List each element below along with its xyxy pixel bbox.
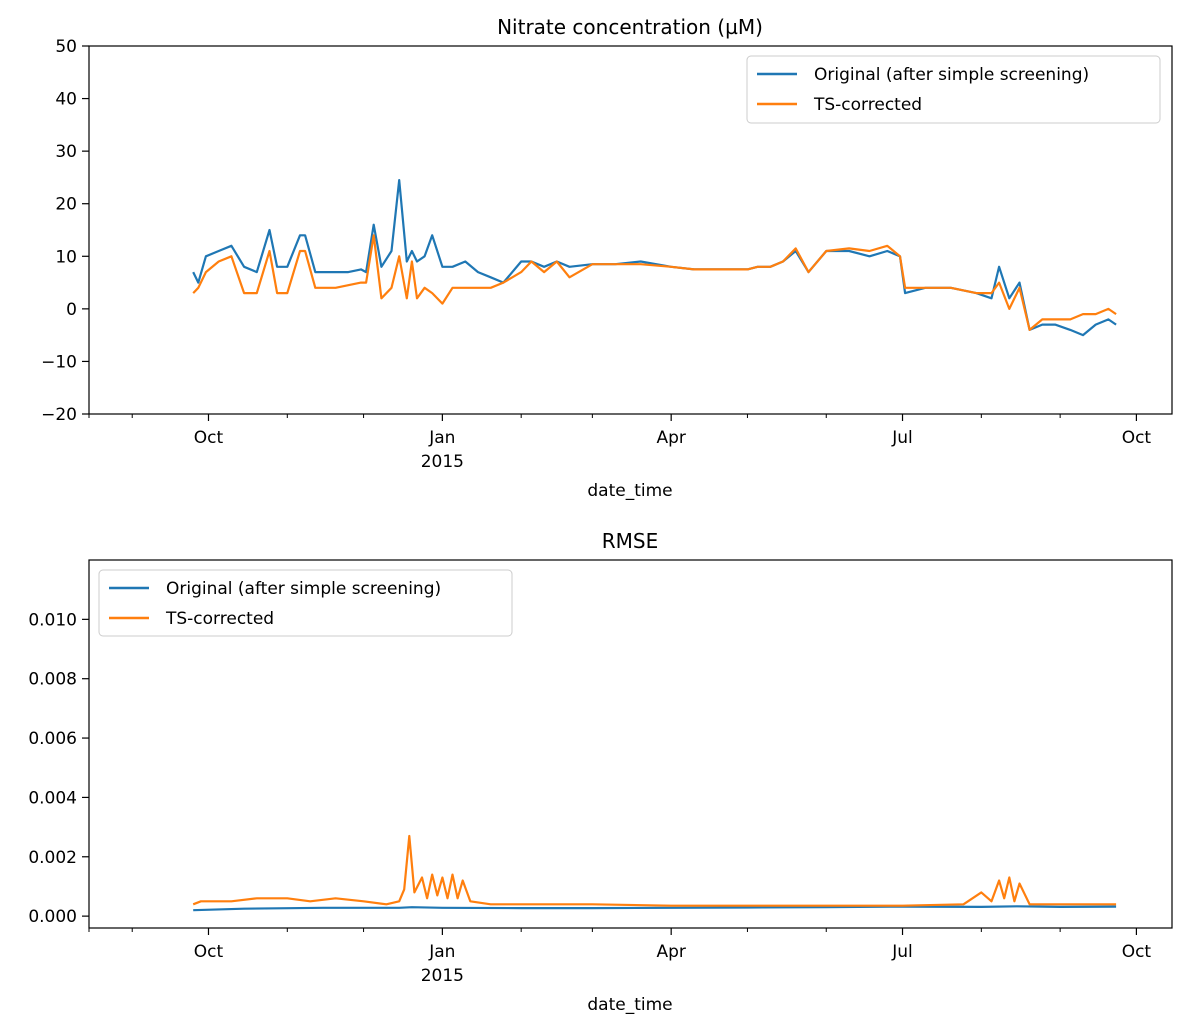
rmse-xtick-label: Jan <box>428 942 455 962</box>
nitrate-x-axis: Oct Jan 2015 Apr Jul Oct <box>88 414 1152 472</box>
nitrate-xtick-label: Oct <box>1122 428 1152 448</box>
nitrate-title: Nitrate concentration (µM) <box>497 15 763 39</box>
nitrate-xtick-label: Jul <box>891 428 913 448</box>
rmse-series-ts-corrected-line <box>192 834 1117 907</box>
rmse-ytick-label: 0.006 <box>28 729 77 749</box>
rmse-legend: Original (after simple screening) TS-cor… <box>98 569 513 637</box>
nitrate-panel: Nitrate concentration (µM) −20 −10 0 10 20 30… <box>41 15 1173 501</box>
rmse-axes-frame <box>88 559 1173 929</box>
rmse-y-axis: 0.000 0.002 0.004 0.006 0.008 0.010 <box>28 610 89 927</box>
rmse-xtick-label: Oct <box>1122 942 1152 962</box>
rmse-xtick-label: Oct <box>194 942 224 962</box>
nitrate-ytick-label: −10 <box>41 352 77 372</box>
rmse-xlabel: date_time <box>587 995 672 1015</box>
rmse-ytick-label: 0.002 <box>28 848 77 868</box>
rmse-title: RMSE <box>602 529 658 553</box>
rmse-xtick-label: Jul <box>891 942 913 962</box>
nitrate-xtick-sublabel: 2015 <box>421 452 464 472</box>
nitrate-xtick-label: Oct <box>194 428 224 448</box>
nitrate-series-original-line <box>192 179 1117 337</box>
rmse-xtick-label: Apr <box>656 942 685 962</box>
rmse-ytick-label: 0.004 <box>28 788 77 808</box>
rmse-series-original-line <box>193 905 1117 912</box>
rmse-marks <box>192 834 1117 912</box>
rmse-ytick-label: 0.000 <box>28 907 77 927</box>
nitrate-axes-frame <box>88 45 1173 415</box>
nitrate-xtick-label: Apr <box>656 428 685 448</box>
nitrate-legend: Original (after simple screening) TS-cor… <box>746 55 1161 124</box>
nitrate-xlabel: date_time <box>587 481 672 501</box>
nitrate-ytick-label: −20 <box>41 405 77 425</box>
rmse-xtick-sublabel: 2015 <box>421 966 464 986</box>
nitrate-ytick-label: 20 <box>55 195 77 215</box>
rmse-x-axis: Oct Jan 2015 Apr Jul Oct <box>88 928 1152 986</box>
nitrate-ytick-label: 30 <box>55 142 77 162</box>
nitrate-ytick-label: 0 <box>66 300 77 320</box>
nitrate-legend-label-ts: TS-corrected <box>813 95 922 115</box>
rmse-legend-box <box>98 569 513 637</box>
nitrate-xtick-label: Jan <box>428 428 455 448</box>
nitrate-marks <box>192 179 1117 337</box>
rmse-legend-label-ts: TS-corrected <box>165 609 274 629</box>
rmse-legend-label-original: Original (after simple screening) <box>166 579 441 599</box>
nitrate-ytick-label: 10 <box>55 247 77 267</box>
nitrate-series-ts-corrected-line <box>192 234 1117 331</box>
nitrate-y-axis: −20 −10 0 10 20 30 40 50 <box>41 37 89 425</box>
rmse-ytick-label: 0.010 <box>28 610 77 630</box>
nitrate-ytick-label: 40 <box>55 90 77 110</box>
nitrate-legend-label-original: Original (after simple screening) <box>814 65 1089 85</box>
nitrate-legend-box <box>746 55 1161 124</box>
rmse-panel: RMSE 0.000 0.002 0.004 0.006 0.008 0.010 Oct J… <box>28 529 1173 1015</box>
nitrate-ytick-label: 50 <box>55 37 77 57</box>
rmse-ytick-label: 0.008 <box>28 670 77 690</box>
